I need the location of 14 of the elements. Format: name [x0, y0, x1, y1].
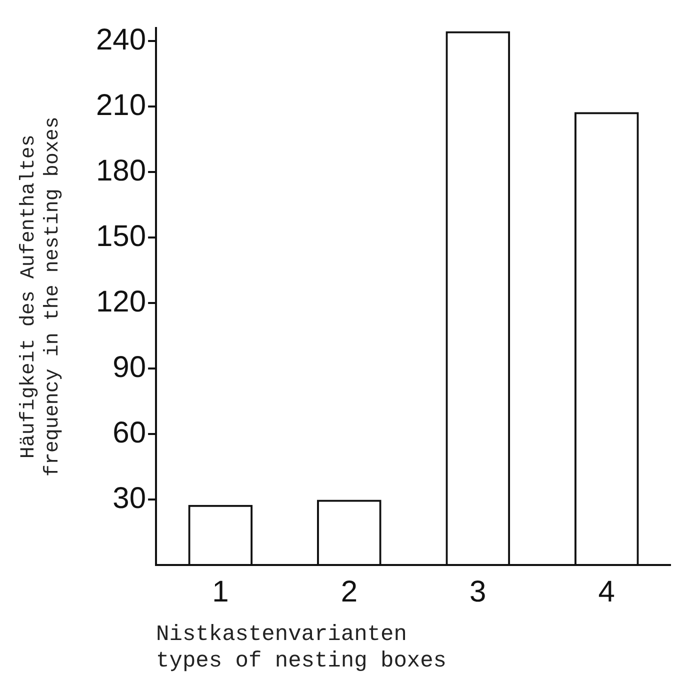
y-axis-title: Häufigkeit des Aufenthaltes frequency in the nesting boxes: [17, 116, 64, 477]
x-tick-label: 2: [340, 575, 358, 608]
y-tick-label: 30: [112, 482, 146, 515]
y-tick-label: 210: [96, 88, 146, 122]
y-tick-label: 90: [112, 350, 146, 384]
x-tick-label: 3: [470, 575, 486, 608]
x-tick-label: 1: [212, 575, 229, 608]
y-tick-label: 150: [96, 220, 146, 253]
y-tick-label: 240: [96, 23, 146, 56]
x-axis-title: Nistkastenvarianten types of nesting boxes: [156, 622, 447, 674]
y-tick-label: 120: [96, 285, 146, 318]
x-tick-label: 4: [598, 575, 615, 608]
y-tick-label: 60: [112, 416, 146, 450]
y-tick-label: 180: [96, 154, 146, 188]
